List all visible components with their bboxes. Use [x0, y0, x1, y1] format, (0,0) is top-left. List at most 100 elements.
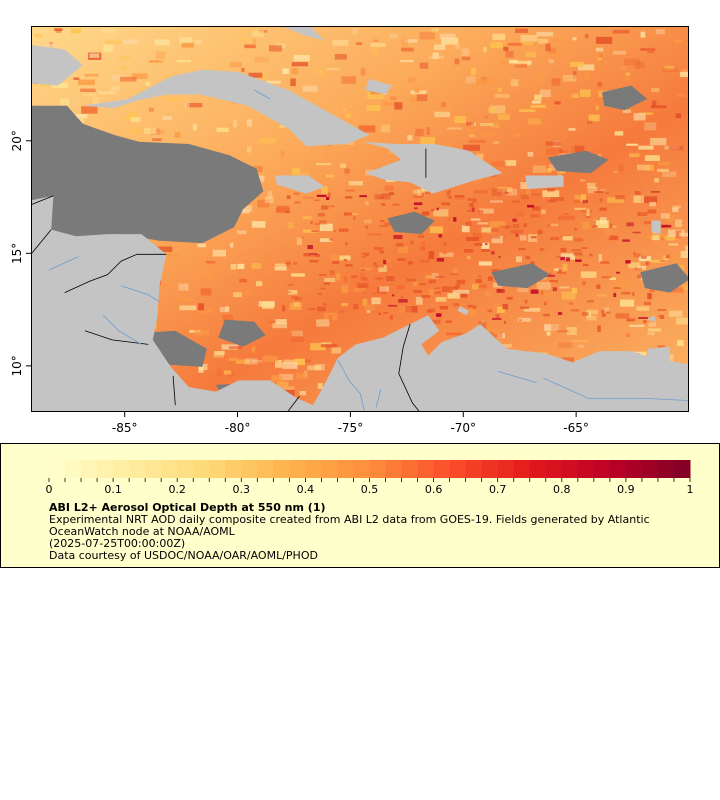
- land-yucatan-tip: [32, 45, 83, 86]
- nodata-cayman: [164, 144, 212, 174]
- river-line: [102, 314, 142, 345]
- colorbar-tick-label: 0: [46, 483, 53, 496]
- colorbar-bin: [369, 460, 387, 478]
- lon-tick-label: -65°: [563, 421, 589, 435]
- colorbar-bin: [113, 460, 130, 478]
- nodata-south-west: [218, 319, 266, 347]
- lon-tick-label: -85°: [112, 421, 138, 435]
- colorbar-bin: [385, 460, 403, 478]
- river-line: [254, 89, 271, 100]
- colorbar-bin: [145, 460, 162, 478]
- country-borders: [32, 148, 427, 411]
- colorbar-bin: [193, 460, 210, 478]
- colorbar-bin: [241, 460, 258, 478]
- colorbar-bin: [465, 460, 483, 478]
- legend-text: ABI L2+ Aerosol Optical Depth at 550 nm …: [49, 502, 689, 562]
- legend-time: (2025-07-25T00:00:00Z): [49, 537, 186, 550]
- colorbar-bin: [497, 460, 515, 478]
- colorbar-bin: [673, 460, 691, 478]
- lon-tick-label: -75°: [338, 421, 364, 435]
- colorbar-bin: [561, 460, 579, 478]
- colorbar-bin: [129, 460, 146, 478]
- colorbar-tick-label: 0.8: [553, 483, 571, 496]
- nodata-east: [547, 150, 609, 174]
- land-puerto-rico: [525, 175, 564, 190]
- colorbar-bin: [49, 460, 66, 478]
- land-bahamas-south: [365, 78, 392, 95]
- river-line: [543, 377, 688, 401]
- colorbar-bin: [161, 460, 178, 478]
- river-line: [337, 359, 365, 411]
- colorbar-bin: [417, 460, 435, 478]
- colorbar-tick-label: 0.6: [425, 483, 443, 496]
- colorbar-bin: [353, 460, 370, 478]
- colorbar-tick-label: 0.2: [168, 483, 186, 496]
- land-grenada: [647, 315, 657, 322]
- lat-tick-label: 10°: [10, 355, 24, 376]
- border-line: [172, 375, 176, 406]
- colorbar-bin: [321, 460, 338, 478]
- rivers: [48, 89, 688, 411]
- colorbar-bin: [257, 460, 274, 478]
- map-panel: [31, 26, 689, 412]
- land-trinidad: [647, 346, 670, 365]
- colorbar-bin: [401, 460, 419, 478]
- nodata-gulf-honduras: [32, 105, 264, 245]
- border-line: [32, 229, 52, 254]
- colorbar-bin: [449, 460, 467, 478]
- land-hispaniola: [362, 141, 503, 194]
- colorbar-bin: [305, 460, 322, 478]
- border-line: [32, 195, 54, 205]
- colorbar-bin: [225, 460, 242, 478]
- river-line: [48, 256, 79, 271]
- border-line: [398, 323, 420, 411]
- colorbar: 0 0.1 0.2 0.3 0.4 0.5 0.6 0.7 0.8 0.9 1: [46, 460, 694, 496]
- colorbar-bin: [97, 460, 114, 478]
- nodata-haiti-south: [387, 211, 435, 235]
- lon-tick-label: -80°: [225, 421, 251, 435]
- colorbar-bin: [177, 460, 194, 478]
- land-bahamas: [283, 27, 325, 41]
- border-line: [287, 395, 300, 411]
- land-cuba: [82, 69, 370, 147]
- colorbar-bin: [65, 460, 82, 478]
- land-guadeloupe: [651, 220, 661, 235]
- colorbar-bin: [609, 460, 627, 478]
- colorbar-bin: [273, 460, 290, 478]
- lat-tick-label: 20°: [10, 130, 24, 151]
- river-line: [375, 389, 382, 408]
- land-aruba: [457, 306, 469, 316]
- land-jamaica: [274, 175, 325, 194]
- aod-map: [32, 27, 688, 411]
- colorbar-bin: [289, 460, 306, 478]
- colorbar-tick-label: 0.4: [297, 483, 315, 496]
- colorbar-tick-label: 0.9: [617, 483, 635, 496]
- lat-tick-label: 15°: [10, 243, 24, 264]
- colorbar-bin: [641, 460, 659, 478]
- legend-title: ABI L2+ Aerosol Optical Depth at 550 nm …: [49, 501, 326, 514]
- colorbar-tick-label: 0.7: [489, 483, 507, 496]
- high-aod-band: [284, 188, 672, 325]
- nodata-windwards: [640, 263, 688, 293]
- colorbar-bin: [337, 460, 354, 478]
- colorbar-bin: [513, 460, 531, 478]
- river-line: [121, 285, 160, 302]
- land-central-south-america: [32, 195, 688, 411]
- colorbar-bin: [657, 460, 675, 478]
- legend-credit: Data courtesy of USDOC/NOAA/OAR/AOML/PHO…: [49, 549, 318, 562]
- border-line: [84, 330, 149, 345]
- nodata-north-east: [602, 85, 648, 111]
- colorbar-bin: [577, 460, 595, 478]
- colorbar-bin: [481, 460, 499, 478]
- colorbar-bin: [529, 460, 547, 478]
- colorbar-bin: [593, 460, 611, 478]
- colorbar-tick-label: 1: [687, 483, 694, 496]
- colorbar-bin: [81, 460, 98, 478]
- map-axes: -85° -80° -75° -70° -65° 20° 15° 10°: [10, 130, 589, 435]
- legend-description: Experimental NRT AOD daily composite cre…: [49, 513, 650, 538]
- lon-tick-label: -70°: [450, 421, 476, 435]
- colorbar-tick-label: 0.1: [104, 483, 122, 496]
- colorbar-bin: [545, 460, 563, 478]
- border-line: [64, 253, 167, 293]
- colorbar-bin: [625, 460, 643, 478]
